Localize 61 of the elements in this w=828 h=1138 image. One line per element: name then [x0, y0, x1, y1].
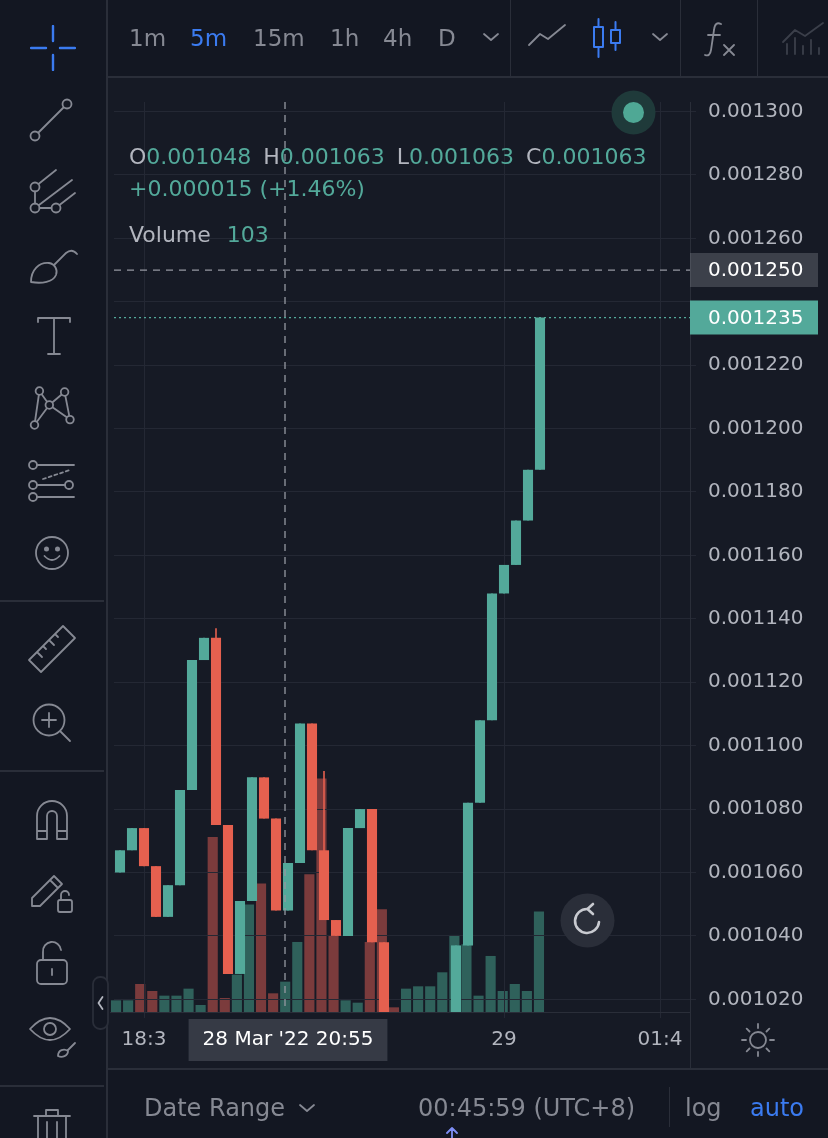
- y-tick-label: 0.001140: [708, 605, 804, 630]
- annotation: L0.001063: [396, 144, 515, 169]
- bar: [364, 941, 375, 1012]
- annotation: C0.001063: [526, 144, 647, 169]
- y-tick-label: 0.001120: [708, 668, 804, 693]
- bar: [533, 911, 545, 1012]
- x-tick-label: 29: [491, 1026, 517, 1051]
- bar: [195, 1005, 206, 1012]
- bar: [485, 955, 496, 1012]
- bar: [413, 986, 424, 1012]
- bar: [304, 874, 315, 1012]
- text: 15m: [253, 24, 305, 51]
- bar: [509, 983, 520, 1012]
- bar: [123, 1000, 134, 1012]
- bar: [437, 972, 448, 1012]
- y-tick-label: 0.001100: [708, 731, 804, 756]
- bar: [219, 997, 230, 1012]
- bar: [425, 986, 436, 1012]
- bar: [268, 993, 279, 1012]
- text: auto: [750, 1094, 805, 1122]
- text: 1h: [330, 24, 360, 51]
- bar: [110, 1000, 122, 1012]
- bar: [340, 1000, 351, 1012]
- x-tick-label: 28 Mar '22 20:55: [202, 1026, 374, 1051]
- text: 4h: [383, 24, 413, 51]
- text: D: [438, 24, 456, 51]
- text: Date Range: [144, 1094, 286, 1122]
- annotation: Volume 103: [129, 222, 269, 247]
- bar: [159, 995, 170, 1012]
- x-tick-label: 01:4: [637, 1026, 683, 1051]
- bar: [147, 990, 158, 1012]
- bar: [292, 941, 303, 1012]
- y-tick-label: 0.001160: [708, 541, 804, 566]
- annotation: H0.001063: [263, 144, 385, 169]
- bar: [231, 974, 242, 1012]
- annotation: +0.000015 (+1.46%): [129, 176, 365, 201]
- annotation: O0.001048: [129, 144, 252, 169]
- y-tick-label: 0.001040: [708, 922, 804, 947]
- bar: [388, 1007, 400, 1012]
- text: 00:45:59 (UTC+8): [418, 1094, 636, 1122]
- x-tick-label: 18:3: [121, 1026, 167, 1051]
- y-tick-label: 0.001220: [708, 351, 804, 376]
- bar: [352, 1002, 363, 1012]
- bar: [207, 836, 218, 1012]
- y-tick-label: 0.001180: [708, 478, 804, 503]
- bar: [255, 883, 267, 1012]
- y-tick-label: 0.001300: [708, 97, 804, 122]
- y-tick-label: 0.001280: [708, 161, 804, 186]
- y-tick-label: 0.001060: [708, 858, 804, 883]
- y-tick-label: 0.001020: [708, 985, 804, 1010]
- text: log: [685, 1094, 722, 1122]
- bar: [400, 988, 412, 1012]
- y-tick-label: 0.001080: [708, 795, 804, 820]
- ref-line-label: 0.001250: [708, 257, 804, 282]
- y-tick-label: 0.001260: [708, 224, 804, 249]
- y-tick-label: 0.001200: [708, 414, 804, 439]
- text: 5m: [190, 24, 228, 51]
- bar: [243, 904, 255, 1012]
- bar: [521, 990, 532, 1012]
- ref-line-label: 0.001235: [708, 304, 804, 329]
- text: 1m: [129, 24, 167, 51]
